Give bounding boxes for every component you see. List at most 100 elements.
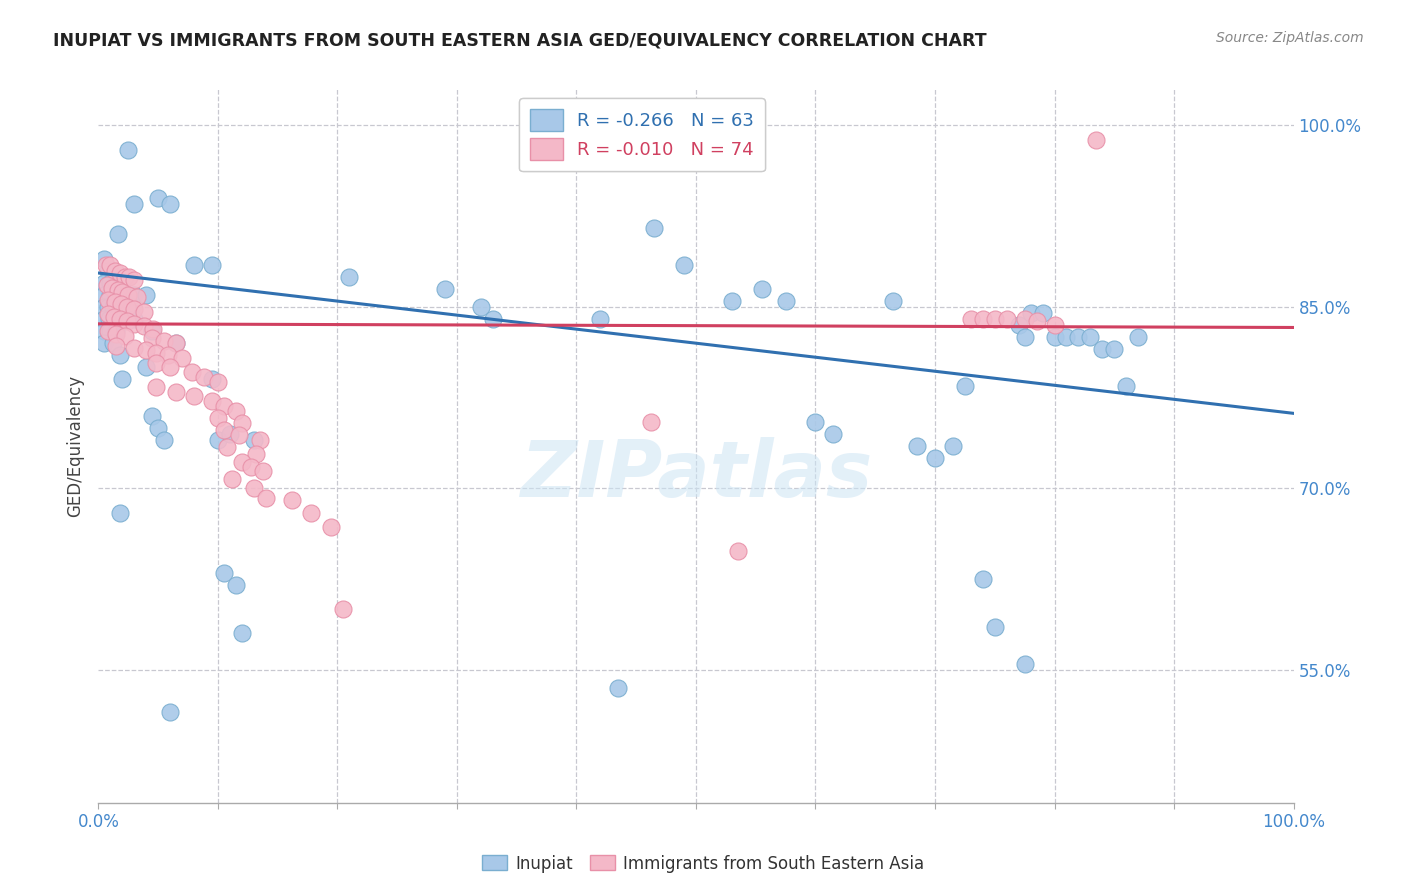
Point <box>124 317 146 331</box>
Point <box>142 321 165 335</box>
Point <box>105 326 128 341</box>
Point <box>1025 314 1047 328</box>
Point <box>124 341 146 355</box>
Point <box>104 295 127 310</box>
Point <box>193 370 215 384</box>
Point <box>339 269 361 284</box>
Point <box>249 433 271 447</box>
Point <box>1014 312 1036 326</box>
Point <box>589 312 612 326</box>
Point <box>104 312 127 326</box>
Y-axis label: GED/Equivalency: GED/Equivalency <box>66 375 84 517</box>
Point <box>823 426 845 441</box>
Point <box>105 324 128 338</box>
Point <box>738 140 761 154</box>
Point <box>1067 330 1090 344</box>
Point <box>115 300 138 314</box>
Point <box>111 276 134 290</box>
Point <box>105 288 128 302</box>
Text: INUPIAT VS IMMIGRANTS FROM SOUTH EASTERN ASIA GED/EQUIVALENCY CORRELATION CHART: INUPIAT VS IMMIGRANTS FROM SOUTH EASTERN… <box>53 31 987 49</box>
Point <box>124 273 146 287</box>
Point <box>101 336 124 351</box>
Point <box>121 300 143 314</box>
Text: Source: ZipAtlas.com: Source: ZipAtlas.com <box>1216 31 1364 45</box>
Point <box>225 404 247 418</box>
Point <box>114 329 136 343</box>
Point <box>221 472 243 486</box>
Point <box>212 566 235 580</box>
Point <box>124 312 146 326</box>
Point <box>607 681 630 695</box>
Point <box>100 280 122 294</box>
Point <box>1091 343 1114 357</box>
Point <box>207 411 229 425</box>
Point <box>159 197 181 211</box>
Point <box>984 620 1007 634</box>
Point <box>243 481 266 495</box>
Point <box>108 300 131 314</box>
Point <box>1128 330 1150 344</box>
Point <box>231 455 253 469</box>
Point <box>132 304 155 318</box>
Point <box>183 389 205 403</box>
Point <box>98 258 122 272</box>
Point <box>111 372 134 386</box>
Point <box>141 409 163 423</box>
Point <box>98 276 122 290</box>
Point <box>321 520 343 534</box>
Point <box>1043 318 1066 332</box>
Point <box>104 263 127 277</box>
Point <box>148 191 170 205</box>
Point <box>118 269 141 284</box>
Point <box>804 415 827 429</box>
Point <box>172 351 194 365</box>
Point <box>673 258 696 272</box>
Point <box>97 293 120 307</box>
Point <box>125 290 148 304</box>
Point <box>212 399 235 413</box>
Point <box>98 288 122 302</box>
Text: ZIPatlas: ZIPatlas <box>520 436 872 513</box>
Point <box>110 297 132 311</box>
Point <box>159 360 181 375</box>
Point <box>145 346 167 360</box>
Point <box>1032 306 1054 320</box>
Point <box>924 451 946 466</box>
Point <box>1080 330 1102 344</box>
Point <box>93 324 115 338</box>
Point <box>98 324 122 338</box>
Point <box>245 447 267 461</box>
Point <box>153 334 176 348</box>
Point <box>721 139 744 153</box>
Point <box>135 343 157 358</box>
Point <box>108 348 131 362</box>
Point <box>97 263 120 277</box>
Point <box>995 312 1018 326</box>
Point <box>231 626 253 640</box>
Point <box>252 464 274 478</box>
Point <box>115 314 138 328</box>
Point <box>942 439 965 453</box>
Point <box>1104 343 1126 357</box>
Point <box>97 300 120 314</box>
Point <box>108 312 131 326</box>
Point <box>117 143 139 157</box>
Point <box>93 276 115 290</box>
Point <box>145 355 167 369</box>
Point <box>225 578 247 592</box>
Point <box>1019 306 1042 320</box>
Point <box>751 282 773 296</box>
Point <box>972 312 994 326</box>
Point <box>207 433 229 447</box>
Point <box>153 433 176 447</box>
Point <box>470 300 492 314</box>
Point <box>434 282 457 296</box>
Point <box>93 300 115 314</box>
Point <box>165 336 187 351</box>
Point <box>114 269 136 284</box>
Point <box>905 439 928 453</box>
Point <box>145 380 167 394</box>
Point <box>93 288 115 302</box>
Point <box>183 258 205 272</box>
Point <box>124 288 146 302</box>
